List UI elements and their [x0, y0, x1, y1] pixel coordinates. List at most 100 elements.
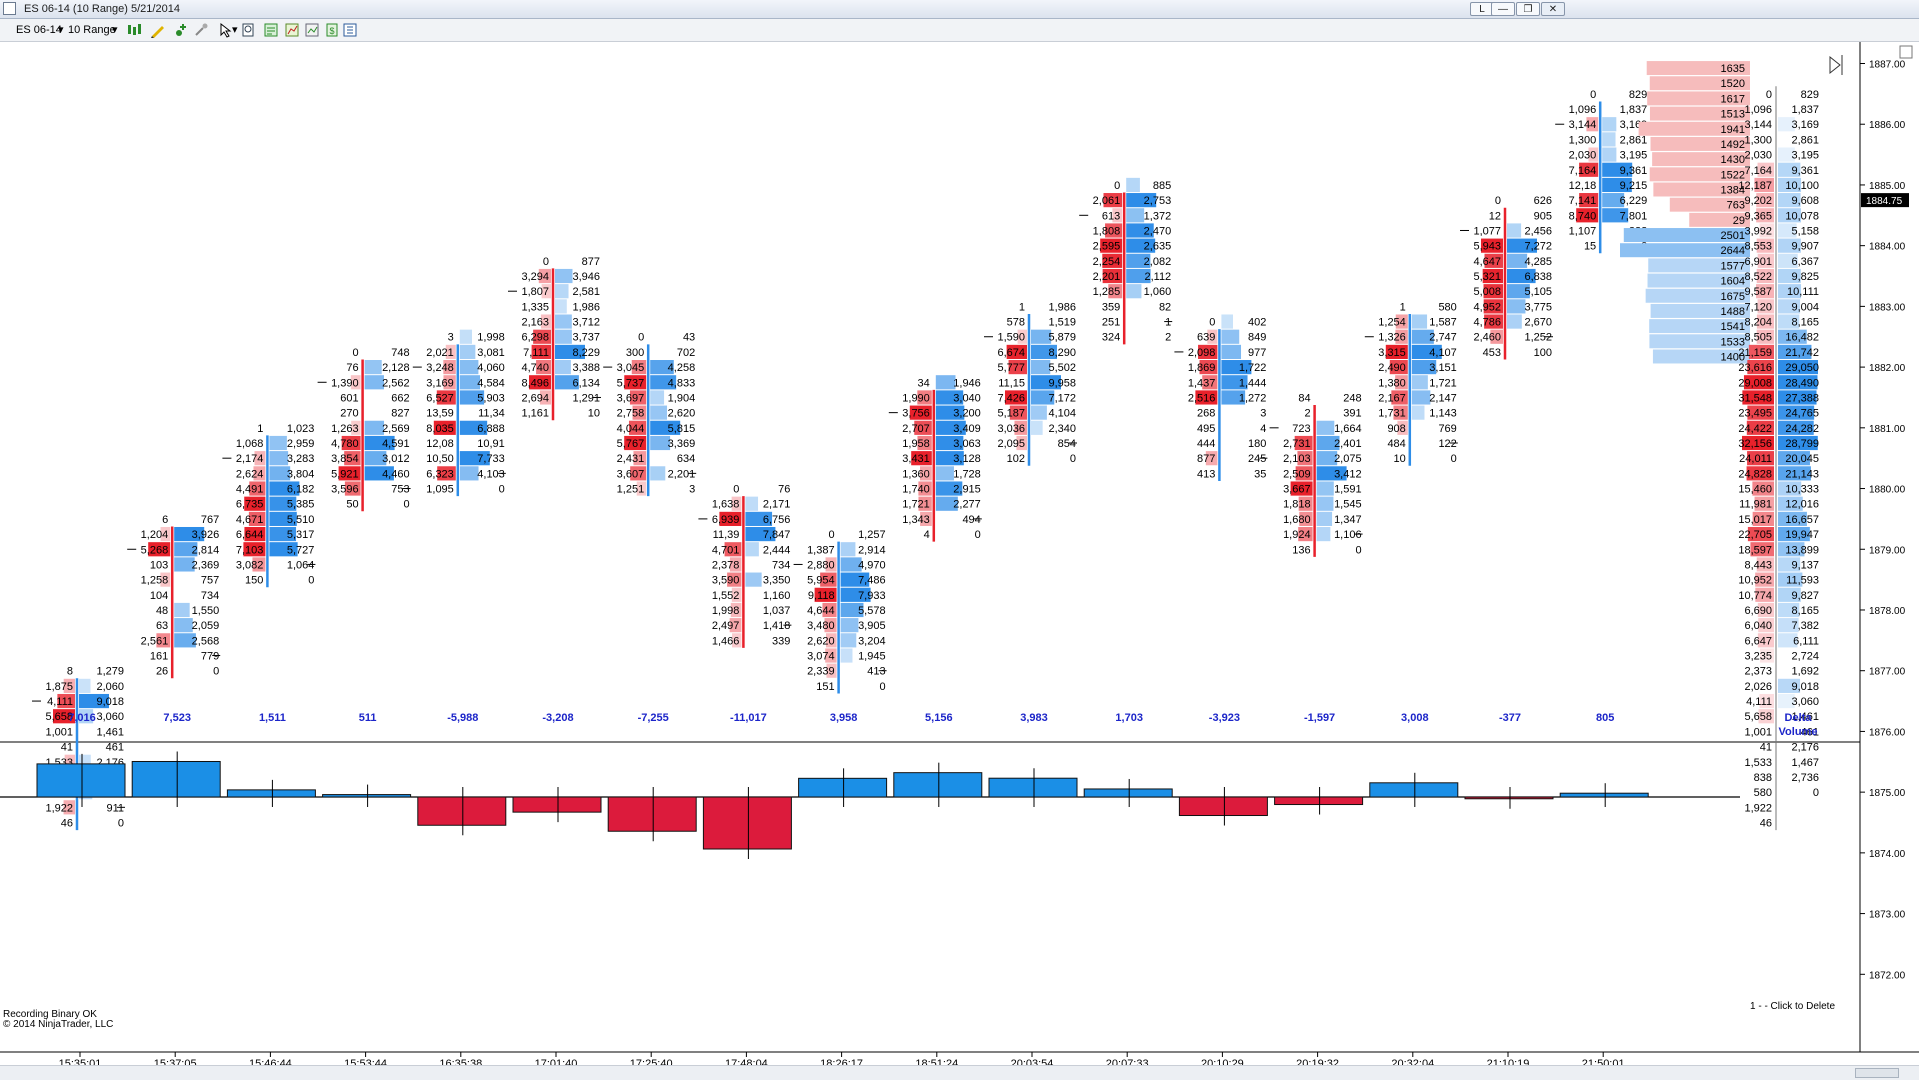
scrollbar-thumb[interactable] — [1855, 1068, 1899, 1078]
profile-bar — [1620, 243, 1750, 258]
snapshot-icon[interactable]: $ — [324, 22, 340, 38]
ladder-ask-cell — [1778, 208, 1802, 223]
horizontal-scrollbar[interactable] — [0, 1065, 1919, 1080]
maximize-button[interactable]: ❐ — [1516, 2, 1540, 16]
ladder-ask-volume: 829 — [1801, 89, 1819, 101]
ask-volume: 3,775 — [1524, 301, 1552, 313]
footprint-chart[interactable]: 8 1,279 1,875 2,060 4,111 9,018 5,658 3,060 1,00… — [0, 42, 1919, 1079]
footprint-bar[interactable]: 0 877 3,294 3,946 1,807 2,581 1,335 1,986 2,163 3… — [508, 256, 601, 421]
bid-volume: 2,163 — [521, 317, 549, 329]
click-to-delete-label[interactable]: 1 - - Click to Delete — [1750, 1001, 1836, 1012]
price-label: 1884.00 — [1869, 242, 1906, 253]
data-series-icon[interactable] — [284, 22, 300, 38]
add-indicator-icon[interactable] — [174, 22, 190, 38]
bid-volume: 2,378 — [712, 559, 740, 571]
bid-volume: 1,254 — [1378, 317, 1406, 329]
footprint-bar[interactable]: 6 767 1,204 3,926 5,268 2,814 103 2,369 1,258 757… — [127, 514, 221, 679]
ask-cell — [1126, 284, 1142, 299]
profile-bar — [1649, 106, 1750, 121]
bid-volume: 0 — [1495, 195, 1501, 207]
footprint-bar[interactable]: 1 1,986 578 1,519 1,590 5,879 6,674 8,290 5,777 5… — [984, 301, 1077, 466]
ask-volume: 2,444 — [763, 544, 791, 556]
ask-volume: 3,151 — [1429, 362, 1457, 374]
bid-volume: 63 — [156, 620, 168, 632]
delta-title-line1: Delta — [1785, 712, 1813, 724]
footprint-bar[interactable]: 3 1,998 2,021 3,081 3,248 4,060 3,169 4,584 6,52… — [412, 329, 506, 497]
bid-volume: 1,818 — [1283, 499, 1311, 511]
instrument-dropdown-icon[interactable]: ▾ — [58, 24, 64, 36]
ask-volume: 829 — [1629, 89, 1647, 101]
bid-volume: 2,098 — [1188, 347, 1216, 359]
ask-volume: 662 — [391, 392, 409, 404]
footprint-bar[interactable]: 0 402 639 849 2,098 977 1,869 1,722 1,437 1,444 2,… — [1174, 314, 1268, 481]
ask-cell — [364, 375, 384, 390]
delta-bar — [1083, 788, 1173, 798]
footprint-bar[interactable]: 84 248 2 391 723 1,664 2,731 2,401 2,103 2,075 2,5… — [1269, 392, 1363, 557]
properties-icon[interactable] — [304, 22, 320, 38]
interval-dropdown-icon[interactable]: ▾ — [112, 24, 118, 36]
bid-volume: 6,644 — [236, 529, 264, 541]
ask-cell — [269, 481, 300, 496]
bid-cell — [1008, 360, 1027, 375]
drawing-tool-icon[interactable] — [150, 22, 166, 38]
footprint-bar[interactable]: 34 1,946 1,990 3,040 3,756 3,200 2,707 3,409 1,9… — [888, 375, 982, 542]
ladder-bid-volume: 6,647 — [1744, 635, 1772, 647]
ask-cell — [364, 360, 382, 375]
ladder-ask-volume: 9,018 — [1791, 681, 1819, 693]
order-entry-icon[interactable] — [263, 22, 279, 38]
interval-selector[interactable]: 10 Range — [68, 24, 116, 36]
bar-style-icon[interactable] — [126, 22, 142, 38]
minimize-button[interactable]: — — [1491, 2, 1515, 16]
bid-cell — [1207, 329, 1218, 344]
strategy-icon[interactable] — [194, 22, 210, 38]
ask-volume: 6,229 — [1620, 195, 1648, 207]
bid-cell — [1586, 117, 1599, 132]
bid-volume: 1,875 — [45, 681, 73, 693]
footprint-bar[interactable]: 0 43 300 702 3,045 4,258 5,737 4,833 3,697 1,904 2… — [603, 332, 697, 497]
bid-volume: 4,647 — [1473, 256, 1501, 268]
profile-volume: 2644 — [1721, 245, 1745, 257]
ask-volume: 9,018 — [96, 696, 124, 708]
footprint-bar[interactable]: 1 1,023 1,068 2,959 2,174 3,283 2,624 3,804 4,49… — [222, 423, 316, 588]
close-button[interactable]: ✕ — [1541, 2, 1565, 16]
bid-cell — [629, 390, 647, 405]
bid-volume: 723 — [1292, 423, 1310, 435]
bid-cell — [731, 496, 742, 511]
instrument-selector[interactable]: ES 06-14 — [16, 24, 62, 36]
bid-volume: 26 — [156, 666, 168, 678]
ladder-bid-volume: 7,164 — [1744, 165, 1772, 177]
footprint-bar[interactable]: 0 626 12 905 1,077 2,456 5,943 7,272 4,647 4,285 5… — [1460, 195, 1553, 360]
ask-volume: 3,063 — [953, 438, 981, 450]
bid-volume: 1,721 — [902, 499, 930, 511]
zoom-icon[interactable] — [240, 22, 256, 38]
ask-volume: 734 — [201, 590, 219, 602]
pointer-dropdown-icon[interactable]: ▾ — [232, 24, 238, 36]
footprint-bar[interactable]: 0 748 76 2,128 1,390 2,562 601 662 270 827 1,263 2,… — [317, 347, 411, 512]
axis-toggle-box[interactable] — [1899, 45, 1913, 59]
footprint-bar[interactable]: 0 76 1,638 2,171 6,939 6,756 11,39 7,847 4,701 2,… — [698, 484, 792, 648]
chart-trader-icon[interactable] — [342, 22, 358, 38]
ladder-bid-cell — [1757, 253, 1774, 268]
ask-cell — [459, 329, 473, 344]
status-copyright: © 2014 NinjaTrader, LLC — [3, 1019, 114, 1030]
ladder-ask-volume: 11,593 — [1786, 575, 1819, 587]
ask-volume: 2,401 — [1334, 438, 1362, 450]
bid-volume: 1,807 — [521, 286, 549, 298]
ask-volume: 2 — [1165, 332, 1171, 344]
delta-bar — [36, 763, 126, 798]
footprint-bar[interactable]: 0 885 2,061 2,753 613 1,372 1,808 2,470 2,595 2,6… — [1079, 177, 1173, 345]
bid-volume: 444 — [1197, 438, 1215, 450]
scroll-to-end-icon[interactable] — [1829, 55, 1843, 75]
ask-cell — [650, 375, 677, 390]
ladder-ask-cell — [1778, 572, 1803, 587]
ask-volume: 3,283 — [287, 453, 315, 465]
footprint-bar[interactable]: 8 1,279 1,875 2,060 4,111 9,018 5,658 3,060 1,00… — [32, 666, 125, 831]
pointer-tool-icon[interactable] — [218, 22, 234, 38]
ask-cell — [1507, 238, 1537, 253]
bid-volume: 13,59 — [426, 408, 454, 420]
footprint-bar[interactable]: 1 580 1,254 1,587 1,326 2,747 3,315 4,107 2,490 3… — [1364, 301, 1458, 466]
bid-volume: 3,045 — [617, 362, 645, 374]
footprint-bar[interactable]: 0 1,257 1,387 2,914 2,880 4,970 5,954 7,486 9,11… — [793, 529, 887, 694]
profile-bar — [1689, 212, 1750, 227]
